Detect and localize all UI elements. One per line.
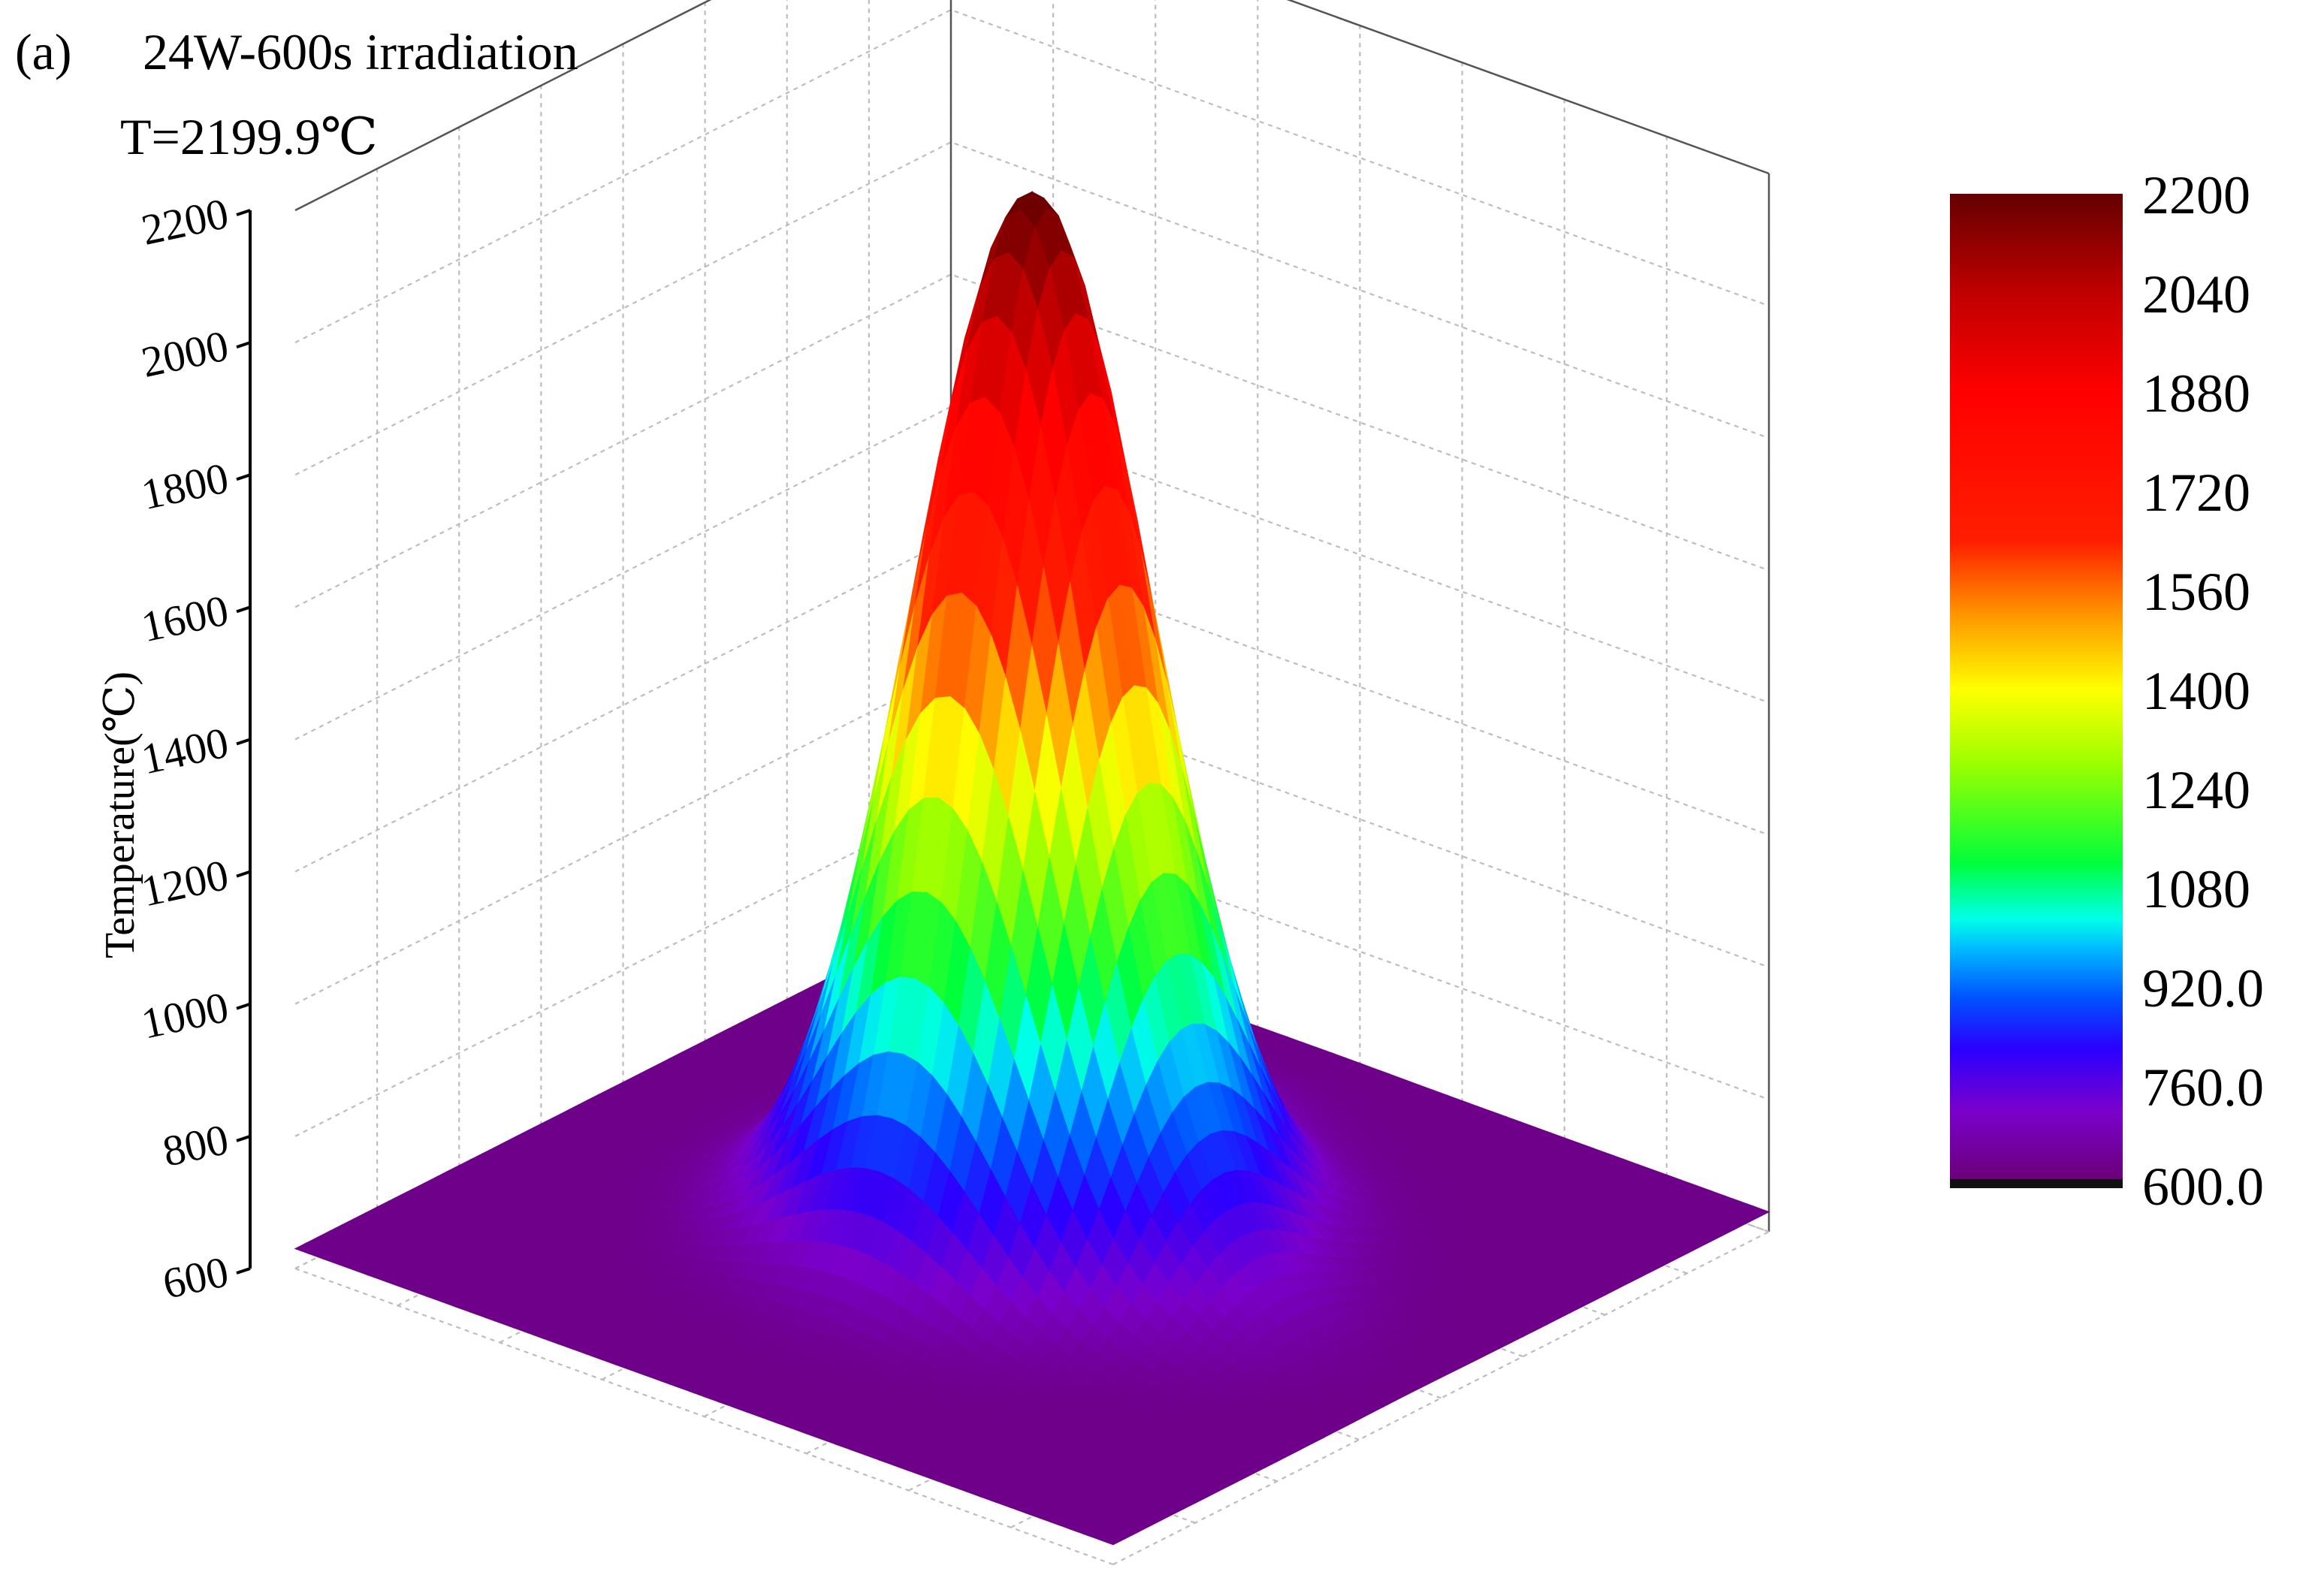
z-tick-label: 1800: [137, 453, 233, 519]
z-tick-label: 1600: [137, 586, 233, 652]
wall-gridline-z: [294, 141, 1770, 476]
panel-label: (a): [15, 23, 71, 80]
colorbar: 2200 2040 1880 1720 1560 1400 1240 1080 920.0 760…: [1950, 165, 2264, 1217]
chart-subtitle: T=2199.9℃: [120, 108, 378, 165]
wall-gridline-z: [294, 670, 1770, 1005]
z-tick-mark: [236, 1134, 251, 1142]
temperature-surface: [294, 191, 1770, 1546]
z-tick-label: 1200: [137, 850, 233, 916]
colorbar-tick-label: 920.0: [2142, 958, 2264, 1018]
z-tick-mark: [236, 870, 251, 878]
colorbar-base-line: [1950, 1179, 2123, 1188]
wall-gridline-z: [294, 8, 1770, 344]
wall-gridline-z: [294, 406, 1770, 741]
colorbar-tick-label: 760.0: [2142, 1057, 2264, 1118]
z-tick-mark: [236, 209, 251, 216]
z-tick-label: 2000: [137, 321, 233, 387]
colorbar-tick-label: 1400: [2142, 661, 2250, 721]
colorbar-tick-label: 1720: [2142, 463, 2250, 523]
z-tick-labels: 600 800 1000 1200 1400 1600 1800 2000 2200: [137, 189, 233, 1308]
colorbar-tick-label: 1080: [2142, 859, 2250, 919]
z-tick-mark: [236, 473, 251, 481]
colorbar-tick-label: 1240: [2142, 760, 2250, 820]
surface-facet: [1097, 1532, 1127, 1546]
z-tick-label: 600: [158, 1247, 233, 1308]
z-tick-label: 1000: [137, 982, 233, 1048]
z-tick-mark: [236, 605, 251, 614]
z-tick-label: 800: [158, 1115, 233, 1176]
wall-frame-edge: [294, 0, 712, 212]
z-tick-mark: [236, 738, 251, 746]
z-tick-mark: [236, 1002, 251, 1010]
z-tick-label: 2200: [137, 189, 233, 255]
colorbar-tick-label: 2200: [2142, 165, 2250, 225]
colorbar-tick-label: 600.0: [2142, 1157, 2264, 1217]
colorbar-fill: [1950, 194, 2123, 1185]
z-axis: [236, 209, 252, 1275]
colorbar-tick-label: 1880: [2142, 364, 2250, 424]
chart-title: 24W-600s irradiation: [143, 23, 578, 80]
z-tick-mark: [236, 341, 251, 349]
colorbar-tick-label: 2040: [2142, 264, 2250, 324]
wall-gridline-z: [294, 802, 1770, 1137]
z-axis-label: Temperature(℃): [97, 671, 143, 958]
wall-gridline-z: [294, 538, 1770, 873]
wall-gridline-z: [294, 273, 1770, 608]
wall-frame-edge: [1286, 0, 1770, 175]
colorbar-tick-labels: 2200 2040 1880 1720 1560 1400 1240 1080 920.0 760…: [2142, 165, 2264, 1217]
z-tick-mark: [236, 1267, 251, 1275]
z-tick-label: 1400: [137, 718, 233, 784]
colorbar-tick-label: 1560: [2142, 562, 2250, 622]
